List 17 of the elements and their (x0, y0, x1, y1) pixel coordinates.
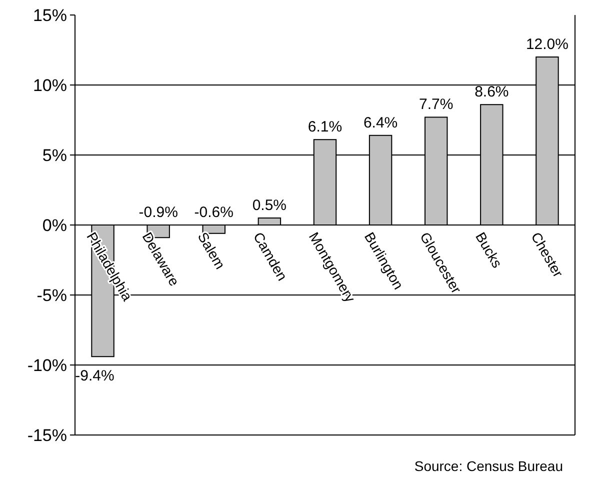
data-label: 0.5% (252, 197, 287, 214)
y-tick-label: 0% (42, 216, 67, 235)
source-note: Source: Census Bureau (414, 458, 563, 474)
y-tick-label: -5% (36, 286, 67, 305)
data-label: 12.0% (526, 36, 568, 53)
y-tick-label: -15% (27, 426, 67, 445)
y-tick-label: 5% (42, 146, 67, 165)
y-tick-label: -10% (27, 356, 67, 375)
data-label: -9.4% (75, 368, 114, 385)
y-tick-label: 10% (32, 76, 67, 95)
data-label: -0.6% (194, 204, 234, 221)
data-label: 7.7% (419, 96, 454, 114)
y-tick-label: 15% (32, 6, 67, 25)
data-label: -0.9% (138, 204, 178, 221)
data-label: 6.4% (363, 114, 398, 132)
data-label: 8.6% (474, 84, 509, 101)
data-label: 6.1% (308, 118, 342, 136)
